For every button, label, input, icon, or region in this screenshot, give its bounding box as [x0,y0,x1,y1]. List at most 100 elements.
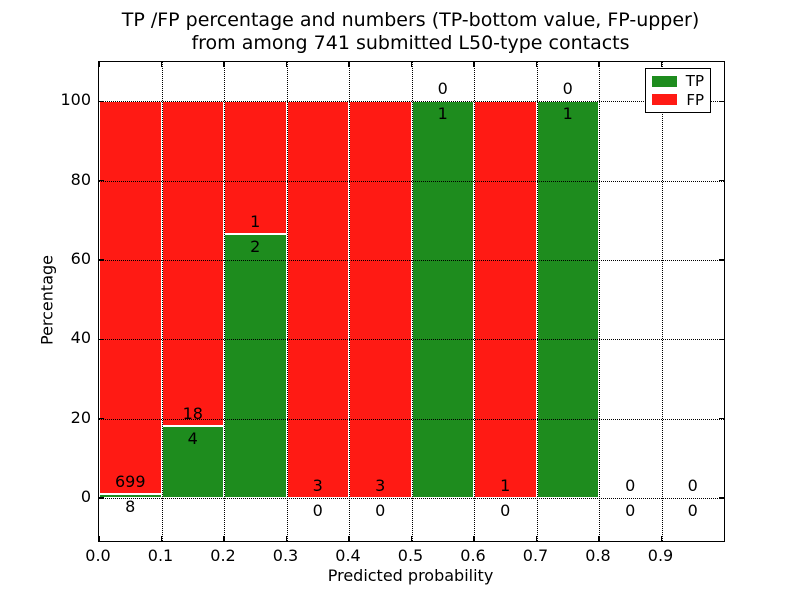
chart-title: TP /FP percentage and numbers (TP-bottom… [98,9,723,55]
legend-row-tp: TP [652,73,704,89]
gridline-vertical [286,62,288,541]
x-tick-top [348,62,350,67]
bar-fp-segment [286,101,349,498]
legend: TP FP [645,68,711,113]
x-tick-bottom [535,536,538,541]
gridline-vertical [661,62,663,541]
x-tick-top [598,62,600,67]
bar-fp-segment [161,101,224,426]
chart-title-line1: TP /FP percentage and numbers (TP-bottom… [121,9,700,31]
bar-fp-segment [224,101,287,234]
gridline-vertical [474,62,475,541]
fp-count-label: 18 [182,403,203,423]
gridline-vertical [536,62,538,541]
x-tick-bottom [410,536,413,541]
bar-fp-segment [474,101,537,498]
chart-title-line2: from among 741 submitted L50-type contac… [191,32,630,54]
x-tick-label: 0.9 [647,546,674,565]
x-tick-top [660,62,663,67]
y-tick-left [99,100,104,103]
legend-row-fp: FP [652,92,704,108]
tp-count-label: 1 [437,104,448,124]
fp-count-label: 3 [312,476,323,495]
legend-label-tp: TP [685,72,704,91]
x-axis-label: Predicted probability [327,566,494,585]
x-tick-top [535,62,538,67]
y-tick-right [719,179,724,182]
fp-count-label: 699 [114,471,146,491]
tp-count-label: 0 [625,501,636,520]
x-tick-label: 0.6 [460,546,486,565]
x-tick-label: 0.2 [210,546,236,565]
x-tick-label: 0.7 [522,546,549,565]
x-tick-bottom [348,536,350,541]
fp-count-label: 0 [687,476,698,495]
y-tick-right [719,259,724,261]
tp-count-label: 2 [250,236,261,256]
bar-fp-segment [99,101,162,494]
x-tick-bottom [473,536,475,541]
y-tick-right [719,417,724,420]
x-tick-bottom [285,536,288,541]
bar-tp-segment [411,101,474,498]
y-tick-right [719,338,724,341]
legend-swatch-tp [652,75,677,87]
x-tick-label: 0.4 [335,546,361,565]
fp-count-label: 1 [250,211,261,231]
x-tick-label: 0.5 [397,546,424,565]
tp-count-label: 0 [687,501,698,520]
y-tick-left [99,338,104,341]
x-tick-top [160,62,163,67]
x-tick-label: 0.0 [85,546,111,565]
x-tick-label: 0.3 [272,546,299,565]
bar-tp-segment [99,493,162,498]
gridline-vertical [224,62,225,541]
y-tick-label: 20 [70,407,91,427]
tp-count-label: 4 [187,428,198,448]
x-tick-bottom [98,536,100,541]
y-tick-left [99,179,104,182]
bar-tp-segment [536,101,599,498]
x-tick-top [473,62,475,67]
x-tick-label: 0.8 [585,546,611,565]
x-tick-bottom [660,536,663,541]
tp-count-label: 8 [125,496,136,516]
x-tick-bottom [223,536,225,541]
bar-fp-segment [349,101,412,498]
y-tick-label: 0 [80,487,91,506]
fp-count-label: 0 [437,79,448,99]
y-tick-left [99,417,104,420]
tp-count-label: 0 [375,501,386,520]
y-tick-left [99,497,104,499]
tp-count-label: 1 [562,104,573,124]
x-tick-top [410,62,413,67]
x-tick-bottom [598,536,600,541]
fp-count-label: 0 [625,476,636,495]
gridline-vertical [599,62,600,541]
gridline-vertical [411,62,413,541]
y-tick-label: 80 [70,169,91,189]
fp-count-label: 0 [562,79,573,99]
x-tick-top [98,62,100,67]
fp-count-label: 3 [375,476,386,495]
y-tick-label: 100 [60,90,91,110]
y-tick-label: 60 [70,249,91,269]
y-tick-left [99,259,104,261]
gridline-vertical [349,62,350,541]
tp-count-label: 0 [312,501,323,520]
y-tick-right [719,497,724,499]
plot-area: 699 8 18 4 1 2 3 0 3 0 0 1 1 0 0 1 0 0 0 0 TP FP [98,61,725,542]
legend-swatch-fp [652,94,678,106]
y-tick-label: 40 [70,328,91,348]
x-tick-label: 0.1 [147,546,174,565]
fp-count-label: 1 [500,476,511,495]
x-tick-top [285,62,288,67]
gridline-vertical [161,62,163,541]
x-tick-top [223,62,225,67]
x-tick-bottom [160,536,163,541]
legend-label-fp: FP [686,90,704,109]
tp-count-label: 0 [500,501,511,520]
bar-tp-segment [224,233,287,498]
bar-tp-segment [161,425,224,498]
